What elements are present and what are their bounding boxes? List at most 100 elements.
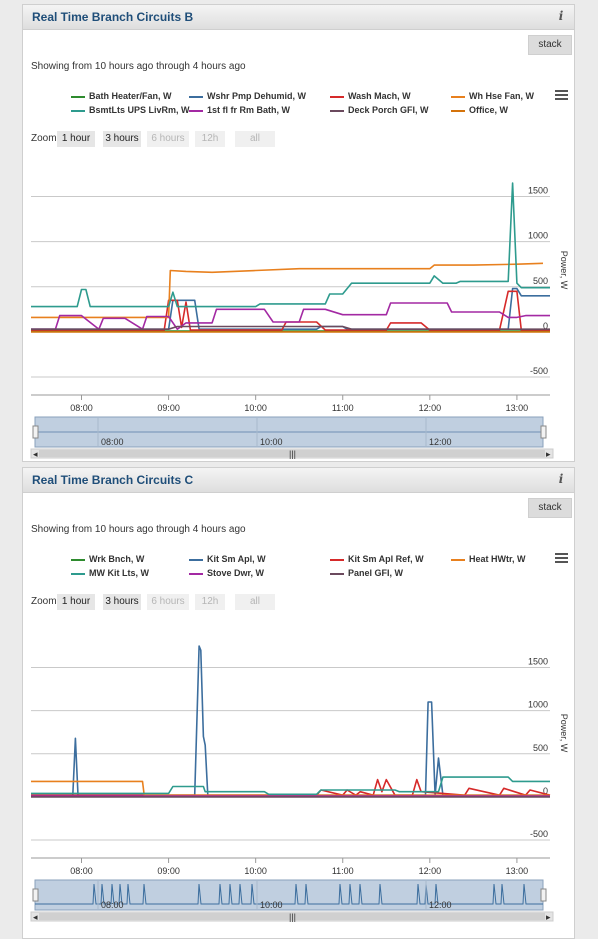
legend-item[interactable]: BsmtLts UPS LivRm, W xyxy=(71,105,190,115)
navigator-handle[interactable] xyxy=(540,888,547,902)
legend-item[interactable]: Kit Sm Apl, W xyxy=(189,554,266,564)
legend-label: Wash Mach, W xyxy=(348,91,411,101)
x-tick-label: 10:00 xyxy=(244,866,267,876)
zoom-1-hour-button[interactable]: 1 hour xyxy=(57,131,95,147)
legend-swatch xyxy=(330,95,344,98)
legend-label: Wshr Pmp Dehumid, W xyxy=(207,91,306,101)
series-line-wh-hse-fan-w xyxy=(31,262,544,319)
legend-item[interactable]: Office, W xyxy=(451,105,508,115)
y-tick-label: -500 xyxy=(530,366,548,376)
zoom-12h-button[interactable]: 12h xyxy=(195,131,225,147)
series-line-wash-mach-w xyxy=(31,290,550,331)
scrollbar-thumb[interactable] xyxy=(39,450,545,457)
y-axis-label: Power, W xyxy=(559,251,569,290)
scroll-left-icon[interactable]: ◂ xyxy=(33,912,38,922)
legend-swatch xyxy=(451,558,465,561)
zoom-all-button[interactable]: all xyxy=(235,131,275,147)
panel-title: Real Time Branch Circuits C xyxy=(32,473,194,487)
legend-item[interactable]: Wrk Bnch, W xyxy=(71,554,144,564)
legend-item[interactable]: Wash Mach, W xyxy=(330,91,411,101)
zoom-all-button[interactable]: all xyxy=(235,594,275,610)
legend-item[interactable]: 1st fl fr Rm Bath, W xyxy=(189,105,290,115)
x-tick-label: 08:00 xyxy=(70,403,93,413)
info-icon[interactable]: i xyxy=(558,472,564,486)
zoom-3-hours-button[interactable]: 3 hours xyxy=(103,131,141,147)
time-navigator[interactable]: 08:00 10:00 12:00 ◂ ▸ ||| xyxy=(23,415,574,459)
legend-swatch xyxy=(189,558,203,561)
legend-label: Wrk Bnch, W xyxy=(89,554,145,564)
stack-button[interactable]: stack xyxy=(528,498,572,518)
panel-header: Real Time Branch Circuits B i xyxy=(23,5,574,30)
scrollbar-thumb[interactable] xyxy=(39,913,545,920)
zoom-label: Zoom xyxy=(31,596,57,607)
navigator-handle[interactable] xyxy=(540,425,547,439)
x-tick-label: 09:00 xyxy=(157,866,180,876)
legend-label: Deck Porch GFI, W xyxy=(348,105,429,115)
zoom-12h-button[interactable]: 12h xyxy=(195,594,225,610)
series-line-deck-porch-gfi-w xyxy=(31,325,550,330)
legend-swatch xyxy=(71,109,85,112)
y-tick-label: 1000 xyxy=(528,700,548,710)
scroll-right-icon[interactable]: ▸ xyxy=(546,912,551,922)
legend-item[interactable]: Bath Heater/Fan, W xyxy=(71,91,172,101)
legend-item[interactable]: Heat HWtr, W xyxy=(451,554,526,564)
series-line-1st-fl-fr-rm-bath-w xyxy=(31,302,550,330)
legend-label: 1st fl fr Rm Bath, W xyxy=(207,105,291,115)
chart-menu-icon[interactable] xyxy=(555,553,568,564)
legend-item[interactable]: Wshr Pmp Dehumid, W xyxy=(189,91,306,101)
scroll-left-icon[interactable]: ◂ xyxy=(33,449,38,459)
navigator-tick-label: 10:00 xyxy=(260,437,283,447)
legend-item[interactable]: Stove Dwr, W xyxy=(189,568,264,578)
legend-swatch xyxy=(71,95,85,98)
navigator-tick-label: 12:00 xyxy=(429,900,452,910)
chart-legend: Wrk Bnch, W Kit Sm Apl, W Kit Sm Apl Ref, … xyxy=(23,554,574,594)
time-navigator[interactable]: 08:00 10:00 12:00 ◂ ▸ ||| xyxy=(23,878,574,922)
x-tick-label: 13:00 xyxy=(506,403,529,413)
legend-label: Wh Hse Fan, W xyxy=(469,91,534,101)
scrollbar-grip-icon: ||| xyxy=(289,912,296,922)
navigator-tick-label: 08:00 xyxy=(101,900,124,910)
x-tick-label: 08:00 xyxy=(70,866,93,876)
chart-panel-c: Real Time Branch Circuits C i stack Show… xyxy=(22,467,575,939)
legend-swatch xyxy=(330,558,344,561)
info-icon[interactable]: i xyxy=(558,9,564,23)
series-line-mw-kit-lts-w xyxy=(31,776,550,796)
series-line-wshr-pmp-dehumid-w xyxy=(31,287,550,330)
time-range-text: Showing from 10 hours ago through 4 hour… xyxy=(31,524,246,535)
x-tick-label: 11:00 xyxy=(332,403,354,413)
legend-label: Office, W xyxy=(469,105,509,115)
x-tick-label: 12:00 xyxy=(419,403,442,413)
legend-swatch xyxy=(451,95,465,98)
chart-menu-icon[interactable] xyxy=(555,90,568,101)
y-tick-label: 1500 xyxy=(528,186,548,196)
time-range-text: Showing from 10 hours ago through 4 hour… xyxy=(31,61,246,72)
legend-item[interactable]: MW Kit Lts, W xyxy=(71,568,149,578)
navigator-tick-label: 10:00 xyxy=(260,900,283,910)
y-tick-label: 500 xyxy=(533,276,548,286)
legend-item[interactable]: Panel GFI, W xyxy=(330,568,403,578)
legend-item[interactable]: Kit Sm Apl Ref, W xyxy=(330,554,424,564)
y-tick-label: 1000 xyxy=(528,231,548,241)
y-tick-label: 0 xyxy=(543,321,548,331)
navigator-handle[interactable] xyxy=(32,425,39,439)
zoom-3-hours-button[interactable]: 3 hours xyxy=(103,594,141,610)
stack-button[interactable]: stack xyxy=(528,35,572,55)
legend-item[interactable]: Wh Hse Fan, W xyxy=(451,91,534,101)
navigator-series xyxy=(35,883,543,905)
line-chart: -500 0 500 1000 1500 08:00 09:00 10:00 11:00 12:0… xyxy=(31,645,569,876)
legend-swatch xyxy=(71,572,85,575)
navigator-handle[interactable] xyxy=(32,888,39,902)
legend-label: Stove Dwr, W xyxy=(207,568,265,578)
series-line-bsmtlts-ups-livrm-w xyxy=(31,182,550,308)
zoom-6-hours-button[interactable]: 6 hours xyxy=(147,131,189,147)
legend-swatch xyxy=(189,95,203,98)
zoom-1-hour-button[interactable]: 1 hour xyxy=(57,594,95,610)
chart-panel-b: Real Time Branch Circuits B i stack Show… xyxy=(22,4,575,462)
legend-swatch xyxy=(189,109,203,112)
legend-swatch xyxy=(451,109,465,112)
legend-item[interactable]: Deck Porch GFI, W xyxy=(330,105,429,115)
zoom-6-hours-button[interactable]: 6 hours xyxy=(147,594,189,610)
scroll-right-icon[interactable]: ▸ xyxy=(546,449,551,459)
legend-swatch xyxy=(330,109,344,112)
y-tick-label: -500 xyxy=(530,829,548,839)
